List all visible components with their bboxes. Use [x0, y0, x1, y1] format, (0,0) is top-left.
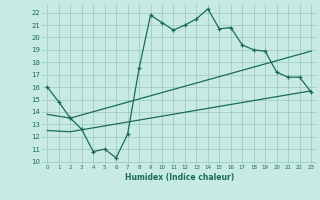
X-axis label: Humidex (Indice chaleur): Humidex (Indice chaleur): [124, 173, 234, 182]
